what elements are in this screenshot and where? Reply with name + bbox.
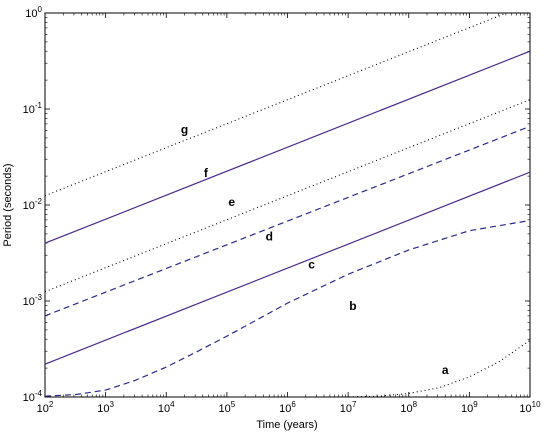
plot-area bbox=[44, 12, 531, 398]
series-b-line bbox=[45, 219, 530, 397]
x-tick-label: 103 bbox=[97, 400, 114, 415]
y-tick-exponent: -1 bbox=[35, 101, 43, 110]
series-f-label: f bbox=[204, 166, 209, 180]
x-axis-label: Time (years) bbox=[256, 419, 317, 431]
x-tick-exponent: 7 bbox=[352, 400, 357, 409]
x-tick-label: 102 bbox=[37, 400, 54, 415]
y-tick-label: 100 bbox=[25, 5, 42, 20]
series-a-line bbox=[45, 339, 530, 397]
series-e-label: e bbox=[228, 195, 235, 209]
series-f-line bbox=[45, 50, 530, 244]
series-g-label: g bbox=[181, 123, 188, 137]
x-tick-exponent: 3 bbox=[110, 400, 115, 409]
series-d-label: d bbox=[266, 229, 273, 243]
y-tick-base: 10 bbox=[23, 200, 35, 212]
series-c-label: c bbox=[308, 257, 315, 271]
x-tick-label: 104 bbox=[158, 400, 175, 415]
x-tick-base: 10 bbox=[97, 403, 109, 415]
y-tick-label: 10-1 bbox=[23, 101, 43, 116]
y-tick-base: 10 bbox=[25, 8, 37, 20]
y-tick-exponent: -3 bbox=[35, 293, 43, 302]
x-tick-base: 10 bbox=[400, 403, 412, 415]
x-tick-exponent: 6 bbox=[291, 400, 296, 409]
series-c-line bbox=[45, 171, 530, 365]
y-tick-label: 10-3 bbox=[23, 293, 43, 308]
x-tick-exponent: 10 bbox=[532, 400, 541, 409]
x-tick-exponent: 4 bbox=[170, 400, 175, 409]
x-tick-base: 10 bbox=[219, 403, 231, 415]
x-tick-exponent: 2 bbox=[49, 400, 54, 409]
series-layer bbox=[45, 13, 530, 397]
y-tick-label: 10-2 bbox=[23, 197, 43, 212]
y-tick-base: 10 bbox=[23, 104, 35, 116]
x-tick-base: 10 bbox=[158, 403, 170, 415]
x-tick-base: 10 bbox=[37, 403, 49, 415]
y-axis-label: Period (seconds) bbox=[2, 163, 14, 246]
x-tick-exponent: 5 bbox=[231, 400, 236, 409]
series-g-line bbox=[45, 13, 509, 197]
curve-labels: a b c d e f g bbox=[181, 123, 449, 378]
x-tick-base: 10 bbox=[340, 403, 352, 415]
x-tick-label: 107 bbox=[340, 400, 357, 415]
series-d-line bbox=[45, 125, 530, 317]
x-tick-exponent: 9 bbox=[473, 400, 478, 409]
x-tick-label: 109 bbox=[461, 400, 478, 415]
series-e-line bbox=[45, 99, 530, 293]
x-tick-label: 106 bbox=[279, 400, 296, 415]
y-tick-base: 10 bbox=[23, 296, 35, 308]
x-tick-base: 10 bbox=[461, 403, 473, 415]
x-tick-label: 1010 bbox=[519, 400, 541, 415]
series-a-label: a bbox=[442, 363, 449, 377]
y-tick-label: 10-4 bbox=[23, 389, 43, 404]
tick-labels: 102 103 104 105 106 107 108 109 101010-410-310-2… bbox=[23, 5, 541, 415]
series-b-label: b bbox=[349, 299, 356, 313]
x-tick-exponent: 8 bbox=[413, 400, 418, 409]
y-tick-exponent: -4 bbox=[35, 389, 43, 398]
y-tick-base: 10 bbox=[23, 392, 35, 404]
x-tick-label: 105 bbox=[219, 400, 236, 415]
x-tick-base: 10 bbox=[279, 403, 291, 415]
x-tick-label: 108 bbox=[400, 400, 417, 415]
x-tick-base: 10 bbox=[519, 403, 531, 415]
y-tick-exponent: 0 bbox=[38, 5, 43, 14]
ticks bbox=[44, 12, 531, 398]
y-tick-exponent: -2 bbox=[35, 197, 43, 206]
